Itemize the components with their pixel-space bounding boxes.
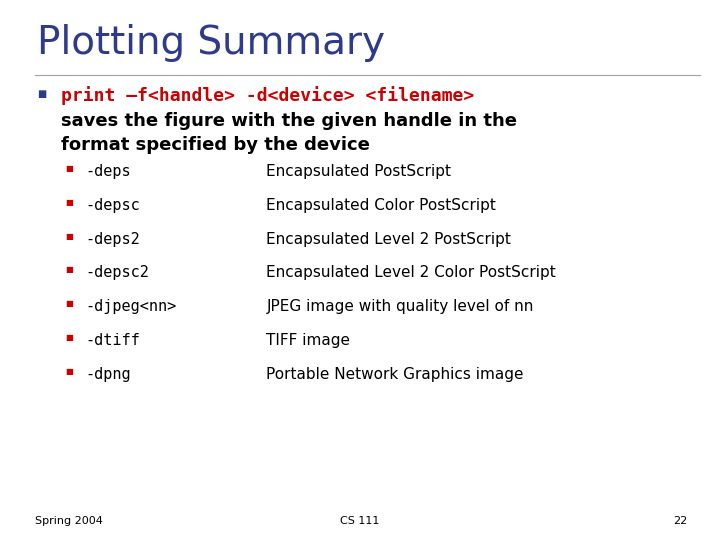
Text: 22: 22	[673, 516, 688, 526]
Text: Spring 2004: Spring 2004	[35, 516, 102, 526]
Text: Encapsulated Color PostScript: Encapsulated Color PostScript	[266, 198, 496, 213]
Text: -dtiff: -dtiff	[85, 333, 140, 348]
Text: ■: ■	[65, 333, 73, 342]
Text: Plotting Summary: Plotting Summary	[37, 24, 385, 62]
Text: -dpng: -dpng	[85, 367, 130, 382]
Text: Encapsulated Level 2 PostScript: Encapsulated Level 2 PostScript	[266, 232, 511, 247]
Text: CS 111: CS 111	[341, 516, 379, 526]
Text: ■: ■	[65, 164, 73, 173]
Text: -deps2: -deps2	[85, 232, 140, 247]
Text: -djpeg<nn>: -djpeg<nn>	[85, 299, 176, 314]
Text: Encapsulated Level 2 Color PostScript: Encapsulated Level 2 Color PostScript	[266, 266, 556, 280]
Text: -depsc: -depsc	[85, 198, 140, 213]
Text: ■: ■	[65, 198, 73, 207]
Text: Portable Network Graphics image: Portable Network Graphics image	[266, 367, 524, 382]
Text: ■: ■	[37, 89, 47, 99]
Text: -deps: -deps	[85, 164, 130, 179]
Text: format specified by the device: format specified by the device	[61, 136, 370, 154]
Text: ■: ■	[65, 266, 73, 274]
Text: JPEG image with quality level of nn: JPEG image with quality level of nn	[266, 299, 534, 314]
Text: saves the figure with the given handle in the: saves the figure with the given handle i…	[61, 112, 517, 130]
Text: ■: ■	[65, 299, 73, 308]
Text: -depsc2: -depsc2	[85, 266, 149, 280]
Text: Encapsulated PostScript: Encapsulated PostScript	[266, 164, 451, 179]
Text: print –f<handle> -d<device> <filename>: print –f<handle> -d<device> <filename>	[61, 86, 474, 105]
Text: ■: ■	[65, 367, 73, 376]
Text: ■: ■	[65, 232, 73, 241]
Text: TIFF image: TIFF image	[266, 333, 351, 348]
